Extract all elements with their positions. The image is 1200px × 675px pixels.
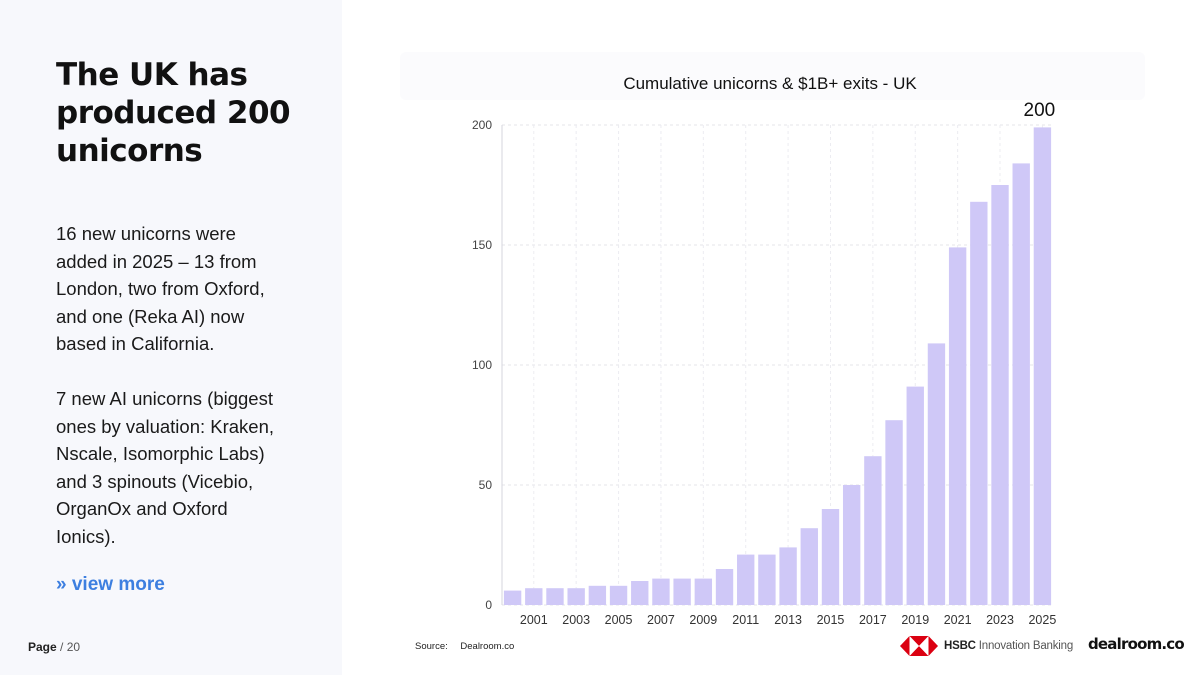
x-tick-label: 2013 (774, 613, 802, 627)
x-tick-label: 2021 (944, 613, 972, 627)
bar-2025 (1033, 127, 1052, 606)
y-tick-label: 100 (472, 358, 492, 372)
bar-2023 (991, 185, 1009, 605)
bar-2002 (546, 588, 564, 605)
summary-paragraph: 16 new unicorns were added in 2025 – 13 … (56, 223, 265, 354)
page-separator: / (60, 640, 64, 654)
x-tick-label: 2023 (986, 613, 1014, 627)
chart-title-band (400, 52, 1145, 100)
page-number: Page / 20 (28, 640, 80, 654)
x-tick-label: 2001 (520, 613, 548, 627)
bar-2003 (567, 588, 585, 605)
x-tick-label: 2015 (817, 613, 845, 627)
hsbc-hexagon-icon (900, 636, 938, 656)
page-number-value: 20 (66, 640, 81, 654)
y-tick-label: 150 (472, 238, 492, 252)
bar-2022 (970, 201, 988, 606)
bar-2010 (715, 569, 734, 605)
y-tick-label: 200 (472, 118, 492, 132)
x-tick-label: 2009 (689, 613, 717, 627)
bar-2021 (948, 247, 967, 605)
hsbc-brand: HSBC (944, 640, 976, 652)
bar-2016 (842, 485, 861, 605)
bar-2014 (800, 528, 818, 605)
y-axis-ticks: 0 50 100 150 200 (472, 118, 492, 612)
x-axis-ticks: 2001 2003 2005 2007 2009 2011 2013 2015 2017 2019… (520, 613, 1056, 627)
x-tick-label: 2003 (562, 613, 590, 627)
hsbc-wordmark: HSBC Innovation Banking (944, 640, 1073, 652)
dealroom-logo: dealroom.co (1088, 635, 1185, 653)
bar-2020 (927, 343, 946, 605)
ai-unicorns-paragraph: 7 new AI unicorns (biggest ones by valua… (56, 388, 275, 547)
source-value: Dealroom.co (460, 641, 515, 652)
chart-title: Cumulative unicorns & $1B+ exits - UK (623, 74, 917, 93)
x-tick-label: 2017 (859, 613, 887, 627)
bar-2024 (1012, 163, 1030, 605)
y-tick-label: 0 (485, 598, 492, 612)
source-note: Source: Dealroom.co (415, 641, 514, 652)
y-tick-label: 50 (479, 478, 493, 492)
bar-2017 (864, 456, 882, 605)
bar-2005 (609, 585, 628, 605)
headline: The UK has produced 200 unicorns (56, 57, 291, 169)
source-label: Source: (415, 641, 448, 652)
page-label: Page (28, 640, 57, 654)
bar-2015 (821, 509, 840, 605)
hsbc-division: Innovation Banking (978, 640, 1074, 652)
x-tick-label: 2011 (732, 613, 759, 627)
x-tick-label: 2007 (647, 613, 675, 627)
bar-2019 (906, 386, 924, 605)
x-tick-label: 2005 (605, 613, 633, 627)
total-annotation: 200 (1024, 100, 1056, 121)
hsbc-logo: HSBC Innovation Banking (900, 636, 1073, 656)
bar-2013 (779, 547, 797, 605)
bar-2018 (885, 420, 903, 605)
bar-2004 (588, 585, 607, 605)
left-panel (0, 0, 342, 675)
bar-2011 (737, 554, 755, 605)
bar-2000 (503, 590, 522, 605)
view-more-link[interactable]: » view more (56, 574, 165, 595)
x-tick-label: 2019 (901, 613, 929, 627)
x-tick-label: 2025 (1028, 613, 1056, 627)
bar-2012 (758, 554, 776, 605)
bar-2006 (631, 581, 649, 605)
bar-2007 (652, 578, 670, 605)
bar-2001 (525, 588, 543, 605)
bar-2008 (673, 578, 691, 605)
bars-layer (503, 127, 1052, 606)
bar-2009 (694, 578, 713, 605)
